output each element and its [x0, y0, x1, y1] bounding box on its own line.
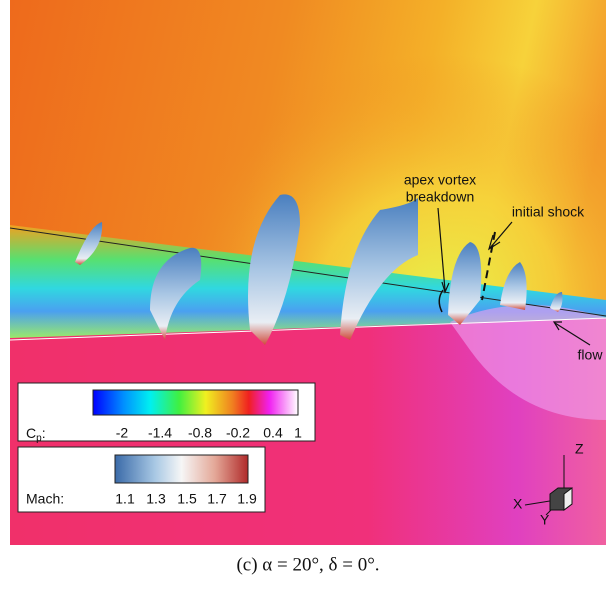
cp-tick-label: -2: [116, 425, 129, 441]
mach-tick-label: 1.7: [207, 491, 227, 507]
figure: apex vortex breakdown initial shock flow…: [0, 0, 616, 585]
page: { "annotations": { "apex_vortex": ["apex…: [0, 0, 616, 585]
cp-tick-label: 0.4: [263, 425, 283, 441]
cp-tick-label: -1.4: [148, 425, 172, 441]
axis-label: Y: [540, 512, 550, 528]
caption: (c) α = 20°, δ = 0°.: [236, 554, 379, 575]
mach-colorbar: [115, 455, 248, 483]
axis-label: Z: [575, 441, 584, 457]
mach-tick-label: 1.9: [237, 491, 257, 507]
mach-tick-label: 1.3: [146, 491, 166, 507]
cp-label-main: C: [26, 425, 36, 441]
cp-colorbar: [93, 390, 298, 415]
cp-label-suffix: :: [42, 425, 46, 441]
cp-tick-label: -0.2: [226, 425, 250, 441]
axis-label: X: [513, 496, 523, 512]
mach-label: Mach:: [26, 491, 64, 507]
annotation: breakdown: [406, 189, 475, 205]
annotation: flow: [578, 347, 604, 363]
mach-tick-label: 1.5: [177, 491, 197, 507]
annotation: initial shock: [512, 204, 585, 220]
cp-tick-label: -0.8: [188, 425, 212, 441]
annotation: apex vortex: [404, 172, 476, 188]
mach-tick-label: 1.1: [115, 491, 135, 507]
cp-tick-label: 1: [294, 425, 302, 441]
